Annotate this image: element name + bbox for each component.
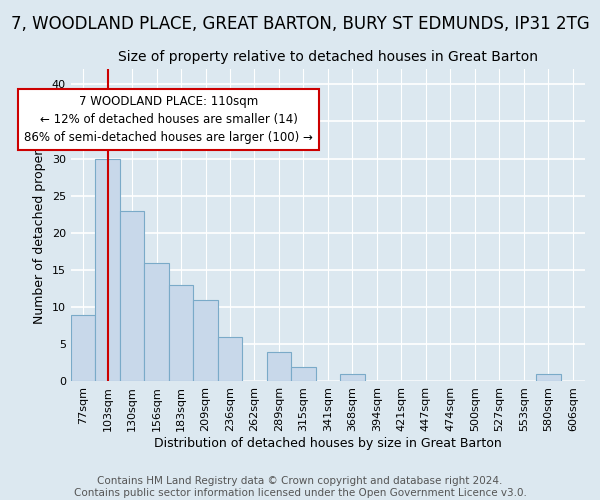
Bar [145,262,169,382]
Bar [267,352,291,382]
Bar [120,210,145,382]
Title: Size of property relative to detached houses in Great Barton: Size of property relative to detached ho… [118,50,538,64]
Bar [218,337,242,382]
X-axis label: Distribution of detached houses by size in Great Barton: Distribution of detached houses by size … [154,437,502,450]
Text: Contains HM Land Registry data © Crown copyright and database right 2024.
Contai: Contains HM Land Registry data © Crown c… [74,476,526,498]
Bar [536,374,560,382]
Bar [169,285,193,382]
Bar [193,300,218,382]
Text: 7, WOODLAND PLACE, GREAT BARTON, BURY ST EDMUNDS, IP31 2TG: 7, WOODLAND PLACE, GREAT BARTON, BURY ST… [11,15,589,33]
Text: 7 WOODLAND PLACE: 110sqm
← 12% of detached houses are smaller (14)
86% of semi-d: 7 WOODLAND PLACE: 110sqm ← 12% of detach… [25,96,313,144]
Bar [71,314,95,382]
Bar [95,158,120,382]
Y-axis label: Number of detached properties: Number of detached properties [34,127,46,324]
Bar [291,366,316,382]
Bar [340,374,365,382]
